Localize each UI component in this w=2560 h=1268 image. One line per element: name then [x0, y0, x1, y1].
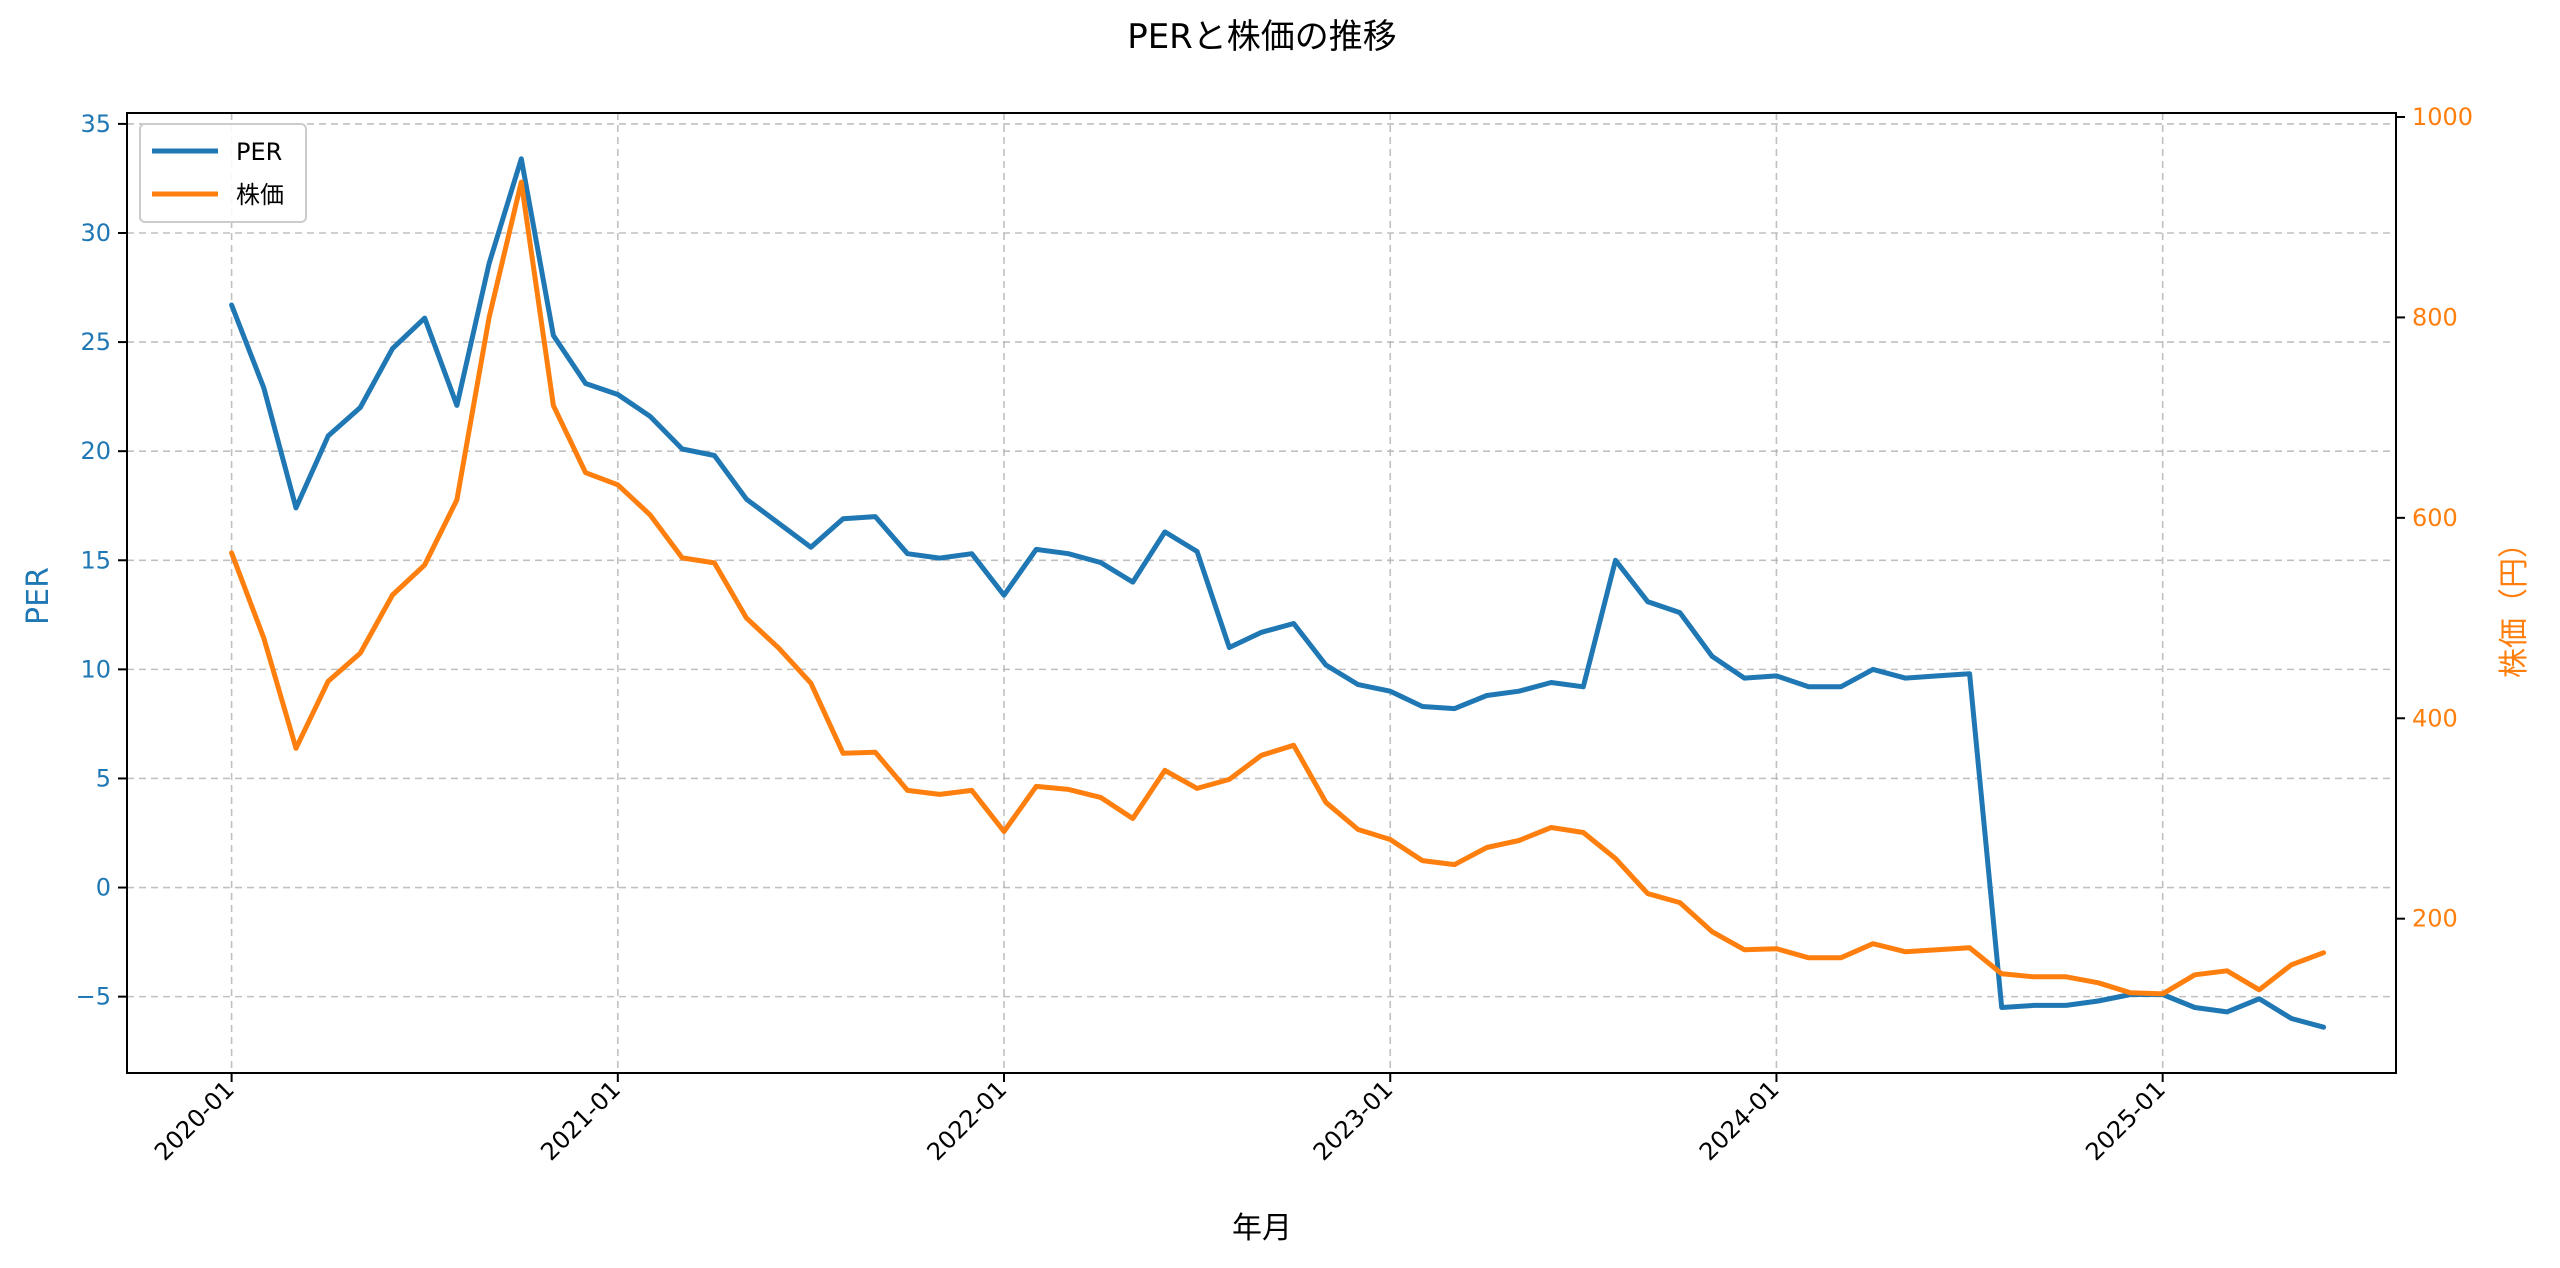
y-left-tick-label-5: 10	[80, 655, 111, 683]
x-tick-label-2: 2022-01	[922, 1075, 1013, 1166]
left-axis-ticks: 35 30 25 20 15 10 5 0 −5	[76, 110, 127, 1011]
y-left-tick-label-6: 5	[96, 764, 111, 792]
series-lines	[229, 156, 2327, 1030]
y-right-tick-label-2: 600	[2412, 504, 2458, 532]
y-left-tick-label-8: −5	[76, 983, 111, 1011]
y-left-tick-label-2: 25	[80, 328, 111, 356]
y-right-axis-label: 株価（円）	[2497, 528, 2532, 678]
x-tick-label-1: 2021-01	[535, 1075, 626, 1166]
x-axis-label: 年月	[1232, 1211, 1292, 1246]
y-right-tick-label-4: 200	[2412, 905, 2458, 933]
x-tick-label-5: 2025-01	[2080, 1075, 2171, 1166]
legend-label-per: PER	[236, 138, 282, 166]
grid-lines	[127, 113, 2396, 1073]
x-tick-label-0: 2020-01	[149, 1075, 240, 1166]
right-axis-ticks: 1000 800 600 400 200	[2396, 103, 2473, 933]
x-tick-label-4: 2024-01	[1694, 1075, 1785, 1166]
y-left-tick-label-3: 20	[80, 437, 111, 465]
legend: PER 株価	[139, 123, 307, 223]
y-left-tick-label-0: 35	[80, 110, 111, 138]
y-left-tick-label-4: 15	[80, 546, 111, 574]
plot-frame	[126, 112, 2397, 1074]
y-right-tick-label-3: 400	[2412, 704, 2458, 732]
series-line-per	[229, 156, 2327, 1030]
y-left-axis-label: PER	[21, 567, 56, 625]
y-right-tick-label-0: 1000	[2412, 103, 2473, 131]
x-axis-ticks: 2020-01 2021-01 2022-01 2023-01 2024-01 2025-…	[149, 1073, 2171, 1166]
chart-title: PERと株価の推移	[1127, 17, 1397, 57]
y-left-tick-label-1: 30	[80, 219, 111, 247]
x-tick-label-3: 2023-01	[1308, 1075, 1399, 1166]
legend-label-price: 株価	[236, 181, 284, 209]
series-line-price	[229, 179, 2327, 997]
y-right-tick-label-1: 800	[2412, 303, 2458, 331]
y-left-tick-label-7: 0	[96, 874, 111, 902]
